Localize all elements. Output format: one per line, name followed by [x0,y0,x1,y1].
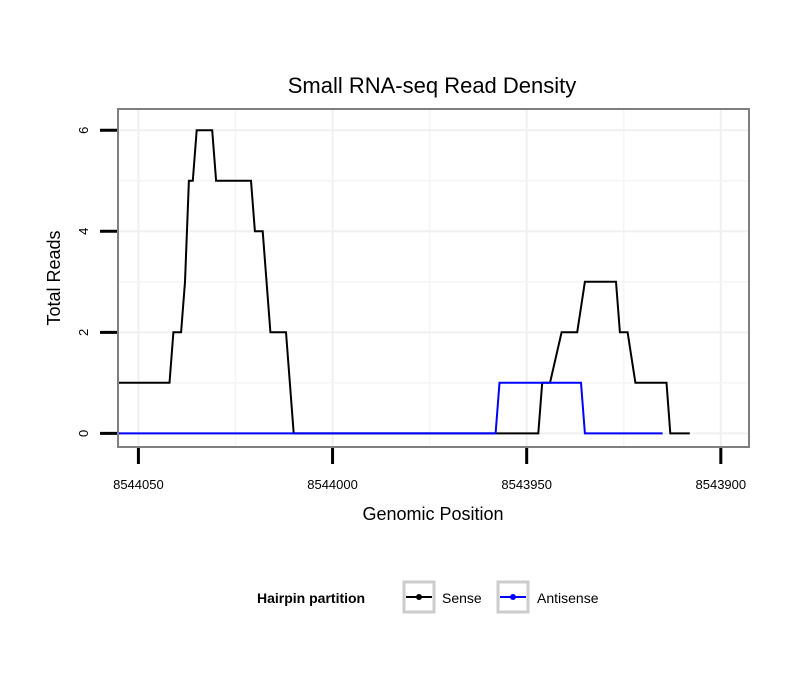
legend-label-antisense: Antisense [537,590,599,606]
series-layer [119,129,690,435]
grid [119,110,748,446]
legend-title: Hairpin partition [257,590,365,606]
y-axis: 0 2 4 6 [76,127,117,437]
plot-panel [117,108,750,448]
x-axis-title: Genomic Position [362,504,503,524]
x-tick-label: 8544000 [307,477,358,492]
chart-title: Small RNA-seq Read Density [288,73,577,98]
legend: Hairpin partition Sense Antisense [257,580,599,614]
series-line-antisense [119,381,663,435]
legend-key-point-sense [416,594,422,600]
y-tick-label: 0 [76,430,91,437]
y-tick-label: 6 [76,127,91,134]
series-line-sense [119,129,690,435]
x-axis: 8544050 8544000 8543950 8543900 [113,448,746,492]
legend-label-sense: Sense [442,590,482,606]
x-tick-label: 8543900 [696,477,747,492]
x-tick-label: 8543950 [501,477,552,492]
y-tick-label: 4 [76,228,91,235]
x-tick-label: 8544050 [113,477,164,492]
y-tick-label: 2 [76,329,91,336]
y-axis-title: Total Reads [44,230,64,325]
legend-key-point-antisense [510,594,516,600]
